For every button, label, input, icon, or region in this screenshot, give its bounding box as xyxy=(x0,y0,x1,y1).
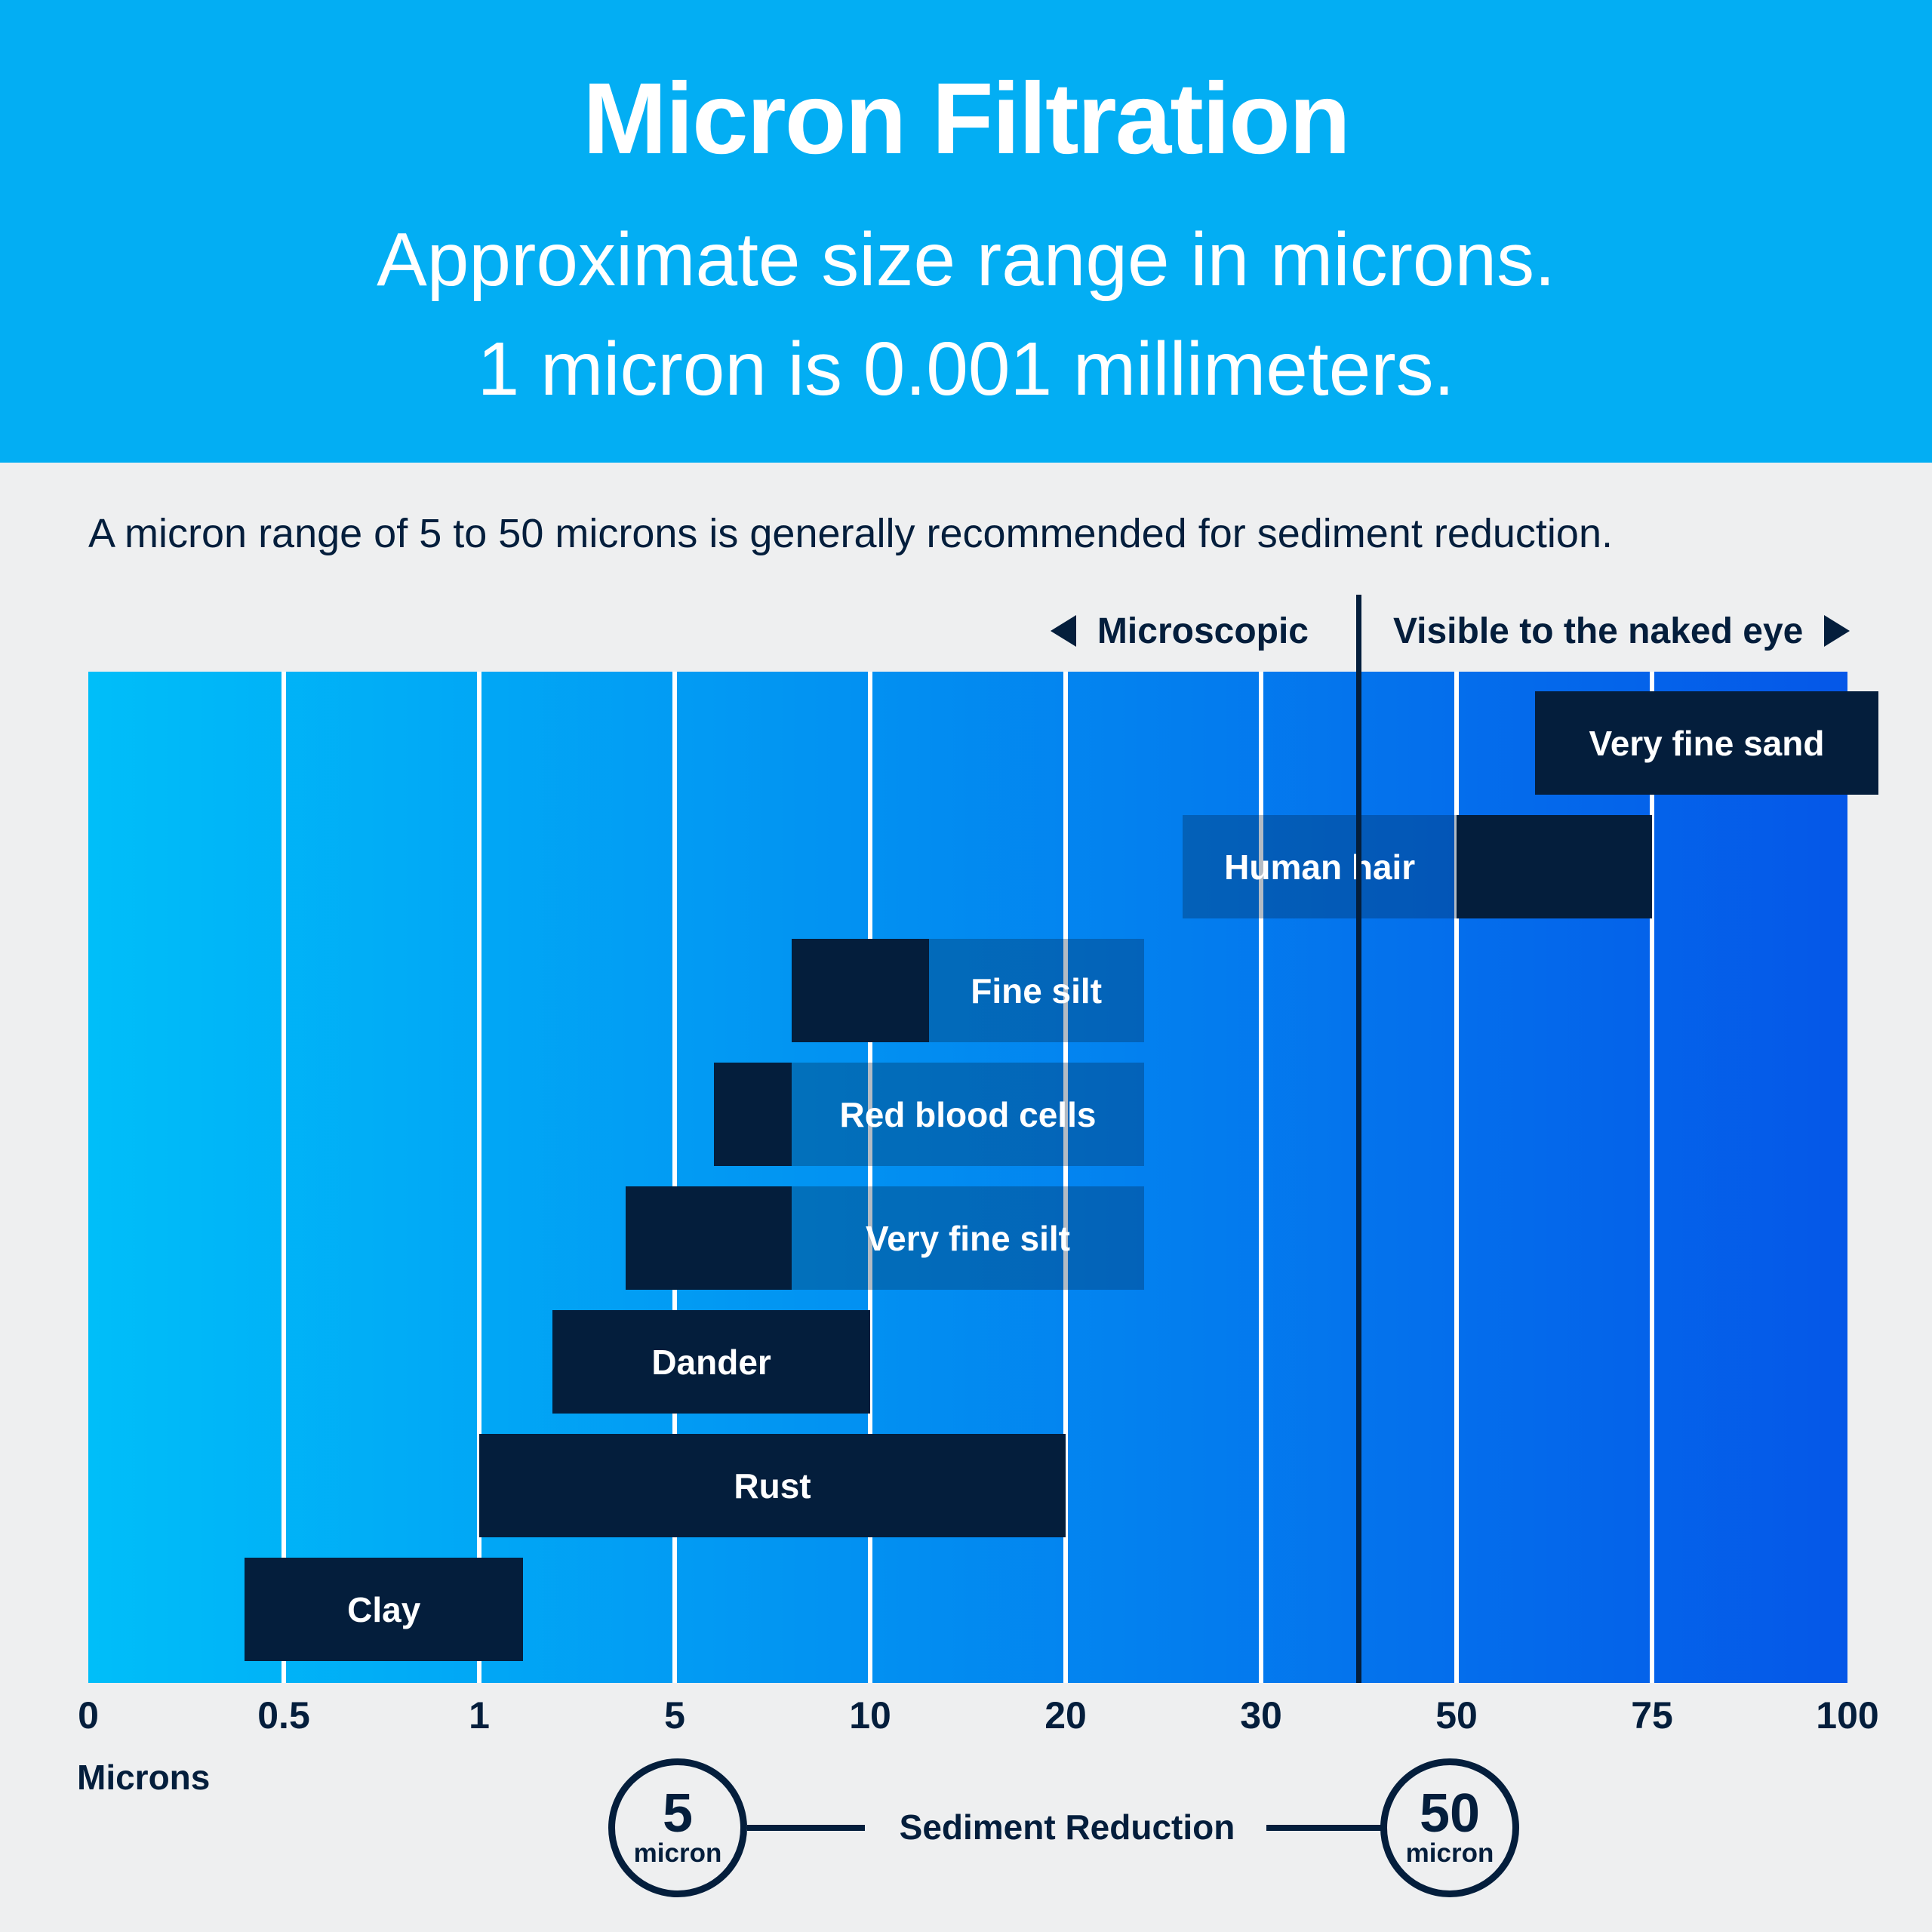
five-micron-badge: 5 micron xyxy=(608,1758,747,1897)
gridline-10 xyxy=(868,672,872,1683)
bar-very-fine-silt xyxy=(626,1186,792,1290)
tick-label-75: 75 xyxy=(1631,1694,1673,1737)
tick-label-50: 50 xyxy=(1435,1694,1478,1737)
visibility-divider-line xyxy=(1356,595,1361,1683)
bar-label-plate-fine-silt: Fine silt xyxy=(928,939,1144,1042)
gridline-5 xyxy=(672,672,677,1683)
tick-label-10: 10 xyxy=(849,1694,891,1737)
tick-label-20: 20 xyxy=(1044,1694,1087,1737)
bar-label-plate-human-hair: Human hair xyxy=(1183,815,1457,918)
bar-clay: Clay xyxy=(245,1558,524,1661)
bar-label-rust: Rust xyxy=(734,1466,811,1506)
page-title: Micron Filtration xyxy=(583,63,1351,175)
bar-label-red-blood-cells: Red blood cells xyxy=(839,1094,1097,1134)
bar-label-fine-silt: Fine silt xyxy=(971,971,1103,1011)
arrow-left-icon xyxy=(1050,615,1076,647)
five-micron-value: 5 xyxy=(662,1783,694,1844)
legend-visible: Visible to the naked eye xyxy=(1393,608,1850,654)
legend-microscopic: Microscopic xyxy=(1050,608,1309,654)
gridline-30 xyxy=(1259,672,1263,1683)
bar-label-human-hair: Human hair xyxy=(1224,847,1416,887)
tick-label-0.5: 0.5 xyxy=(257,1694,310,1737)
tick-label-100: 100 xyxy=(1816,1694,1879,1737)
gridline-75 xyxy=(1650,672,1654,1683)
x-axis: 0 0.5 1 5 10 20 30 50 75 100 xyxy=(78,1694,1879,1739)
bar-label-plate-very-fine-silt: Very fine silt xyxy=(792,1186,1144,1290)
fifty-micron-unit: micron xyxy=(1405,1838,1494,1868)
gridline-50 xyxy=(1454,672,1459,1683)
bar-human-hair xyxy=(1457,815,1652,918)
gridline-1 xyxy=(477,672,481,1683)
legend-microscopic-label: Microscopic xyxy=(1097,611,1309,651)
arrow-right-icon xyxy=(1824,615,1850,647)
bar-fine-silt xyxy=(792,939,929,1042)
five-micron-unit: micron xyxy=(633,1838,722,1868)
tick-label-30: 30 xyxy=(1240,1694,1282,1737)
bar-label-very-fine-sand: Very fine sand xyxy=(1589,723,1825,763)
connector-line-right xyxy=(1266,1825,1381,1831)
bar-label-dander: Dander xyxy=(651,1342,771,1382)
legend-visible-label: Visible to the naked eye xyxy=(1393,611,1804,651)
bar-label-plate-red-blood-cells: Red blood cells xyxy=(792,1063,1144,1166)
bar-red-blood-cells xyxy=(713,1063,792,1166)
header-banner: Micron Filtration Approximate size range… xyxy=(0,0,1932,463)
gridline-20 xyxy=(1063,672,1068,1683)
bar-label-clay: Clay xyxy=(347,1589,421,1629)
bar-rust: Rust xyxy=(479,1434,1066,1537)
micron-range-chart: Very fine sand Human hair Fine silt Red blo… xyxy=(88,672,1879,1683)
subtitle-line-1: Approximate size range in microns. xyxy=(377,217,1555,302)
tick-label-1: 1 xyxy=(469,1694,490,1737)
connector-line-left xyxy=(747,1825,865,1831)
tick-label-0: 0 xyxy=(78,1694,99,1737)
tick-label-5: 5 xyxy=(664,1694,685,1737)
intro-text: A micron range of 5 to 50 microns is gen… xyxy=(88,511,1613,556)
header-subtitle: Approximate size range in microns. 1 mic… xyxy=(0,205,1932,424)
fifty-micron-badge: 50 micron xyxy=(1380,1758,1519,1897)
gridline-0.5 xyxy=(281,672,286,1683)
sediment-reduction-label: Sediment Reduction xyxy=(899,1807,1235,1847)
bar-label-very-fine-silt: Very fine silt xyxy=(865,1218,1070,1258)
axis-unit-label: Microns xyxy=(77,1758,211,1797)
fifty-micron-value: 50 xyxy=(1419,1783,1481,1844)
bar-dander: Dander xyxy=(552,1310,870,1414)
bar-very-fine-sand: Very fine sand xyxy=(1534,691,1879,795)
subtitle-line-2: 1 micron is 0.001 millimeters. xyxy=(477,327,1455,411)
